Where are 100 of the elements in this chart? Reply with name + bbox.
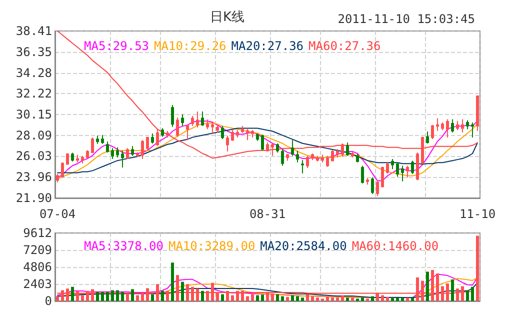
candlestick bbox=[211, 122, 214, 135]
bar bbox=[131, 289, 134, 301]
bar bbox=[186, 284, 189, 301]
chart-title: 日K线 bbox=[210, 10, 245, 25]
bar bbox=[201, 290, 204, 301]
candlestick bbox=[186, 124, 189, 141]
candlestick bbox=[416, 152, 419, 181]
bar bbox=[376, 292, 379, 301]
bar bbox=[191, 286, 194, 301]
candlestick bbox=[371, 176, 374, 195]
candlestick bbox=[76, 154, 79, 163]
candlestick bbox=[126, 148, 129, 160]
candlestick bbox=[376, 180, 379, 196]
bar bbox=[271, 294, 274, 301]
bar bbox=[426, 272, 429, 301]
candlestick bbox=[251, 130, 254, 138]
bar bbox=[226, 290, 229, 301]
candlestick bbox=[121, 150, 124, 168]
bar bbox=[146, 288, 149, 301]
bar bbox=[256, 295, 259, 301]
bar bbox=[306, 294, 309, 301]
bar bbox=[351, 298, 354, 301]
bar bbox=[471, 286, 474, 301]
bar bbox=[181, 282, 184, 301]
bar bbox=[411, 298, 414, 301]
candlestick bbox=[166, 130, 169, 138]
y-tick-label: 4806 bbox=[23, 260, 52, 274]
bar bbox=[156, 284, 159, 301]
candlestick bbox=[276, 142, 279, 153]
candlestick bbox=[311, 152, 314, 161]
bar bbox=[96, 292, 99, 301]
candlestick bbox=[296, 150, 299, 163]
bar bbox=[446, 283, 449, 301]
candlestick bbox=[291, 140, 294, 156]
text: MA5:29.53 bbox=[84, 39, 150, 53]
candlestick bbox=[476, 95, 479, 132]
bar bbox=[251, 294, 254, 301]
y-tick-label: 2403 bbox=[23, 277, 52, 291]
candlestick bbox=[346, 142, 349, 156]
candlestick bbox=[351, 150, 354, 158]
bar bbox=[286, 296, 289, 301]
candlestick bbox=[216, 124, 219, 133]
candlestick bbox=[446, 118, 449, 138]
bar bbox=[111, 290, 114, 301]
bar bbox=[136, 295, 139, 301]
candlestick bbox=[466, 120, 469, 130]
candlestick bbox=[86, 150, 89, 159]
y-tick-label: 9612 bbox=[23, 226, 52, 240]
candlestick bbox=[91, 137, 94, 154]
bar bbox=[196, 288, 199, 301]
candlestick bbox=[431, 124, 434, 140]
bar bbox=[151, 294, 154, 301]
candlestick bbox=[96, 135, 99, 144]
text: MA60:27.36 bbox=[308, 39, 381, 53]
candlestick bbox=[286, 154, 289, 162]
bar bbox=[281, 296, 284, 301]
bar bbox=[176, 275, 179, 301]
bar bbox=[421, 280, 424, 301]
bar bbox=[396, 298, 399, 301]
candlestick bbox=[366, 178, 369, 186]
text: MA10:29.26 bbox=[154, 39, 226, 53]
candlestick bbox=[141, 140, 144, 160]
candlestick bbox=[81, 155, 84, 164]
candlestick bbox=[301, 160, 304, 174]
bar bbox=[361, 298, 364, 301]
candlestick bbox=[146, 136, 149, 152]
bar bbox=[241, 290, 244, 301]
bar bbox=[216, 292, 219, 301]
bar bbox=[296, 296, 299, 301]
x-tick-label: 11-10 bbox=[459, 207, 496, 221]
candlestick bbox=[361, 165, 364, 184]
candlestick bbox=[451, 118, 454, 133]
bar bbox=[456, 288, 459, 301]
candlestick bbox=[261, 134, 264, 151]
candlestick bbox=[356, 154, 359, 163]
candlestick bbox=[426, 131, 429, 144]
bar bbox=[341, 295, 344, 301]
text: MA10:3289.00 bbox=[168, 239, 256, 253]
bar bbox=[171, 262, 174, 301]
candlestick bbox=[441, 122, 444, 131]
y-tick-label: 32.22 bbox=[16, 86, 52, 101]
candlestick bbox=[336, 148, 339, 158]
x-tick-label: 07-04 bbox=[39, 207, 76, 221]
bar bbox=[316, 298, 319, 301]
candlestick bbox=[61, 162, 64, 178]
y-tick-label: 34.28 bbox=[16, 66, 52, 80]
y-tick-label: 0 bbox=[44, 294, 52, 308]
bar bbox=[116, 290, 119, 301]
bar bbox=[301, 298, 304, 301]
candlestick bbox=[411, 160, 414, 175]
bar bbox=[391, 296, 394, 301]
candlestick bbox=[231, 128, 234, 142]
y-tick-label: 28.09 bbox=[16, 128, 52, 142]
bar bbox=[326, 296, 329, 301]
bar bbox=[121, 292, 124, 301]
text: MA20:2584.00 bbox=[260, 239, 347, 253]
candlestick bbox=[271, 142, 274, 156]
bar bbox=[386, 296, 389, 301]
bar bbox=[161, 290, 164, 301]
candlestick bbox=[396, 162, 399, 178]
